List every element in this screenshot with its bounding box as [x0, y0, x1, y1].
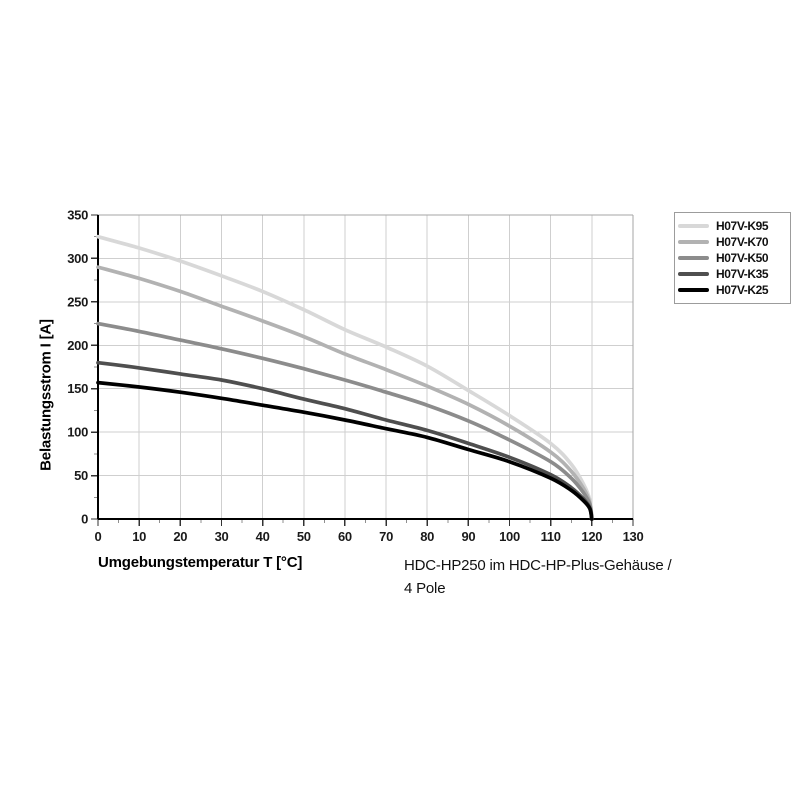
svg-text:120: 120 [581, 529, 602, 544]
svg-text:40: 40 [256, 529, 270, 544]
legend-entry: H07V-K95 [678, 218, 786, 234]
svg-text:50: 50 [297, 529, 311, 544]
curve-H07V-K50 [96, 321, 594, 521]
svg-text:300: 300 [67, 251, 88, 266]
legend-swatch-line [678, 288, 709, 292]
svg-text:130: 130 [623, 529, 644, 544]
curve-H07V-K25 [96, 380, 594, 521]
curve-H07V-K70 [96, 265, 594, 521]
legend-entry: H07V-K35 [678, 266, 786, 282]
svg-text:60: 60 [338, 529, 352, 544]
legend: H07V-K95 H07V-K70 H07V-K50 H07V-K35 H07V-K25 [674, 212, 791, 304]
plot-frame [98, 214, 634, 519]
svg-text:100: 100 [67, 425, 88, 440]
svg-text:350: 350 [67, 208, 88, 223]
axis-ticks [91, 214, 634, 526]
y-axis-title: Belastungsstrom I [A] [37, 319, 55, 471]
chart-caption: HDC-HP250 im HDC-HP-Plus-Gehäuse / 4 Pol… [404, 554, 672, 600]
legend-swatch-line [678, 240, 709, 244]
legend-entry: H07V-K50 [678, 250, 786, 266]
legend-label: H07V-K70 [716, 235, 769, 249]
x-axis-title: Umgebungstemperatur T [°C] [98, 554, 303, 571]
tick-labels: 0 10 20 30 40 50 60 70 80 90 100 110 120 130 0 50 100 150… [67, 208, 644, 545]
svg-text:30: 30 [215, 529, 229, 544]
legend-label: H07V-K50 [716, 251, 769, 265]
svg-text:0: 0 [95, 529, 102, 544]
legend-swatch-line [678, 272, 709, 276]
svg-text:250: 250 [67, 294, 88, 309]
legend-entry: H07V-K70 [678, 234, 786, 250]
legend-label: H07V-K25 [716, 283, 769, 297]
svg-text:0: 0 [81, 512, 88, 527]
svg-text:150: 150 [67, 381, 88, 396]
svg-text:110: 110 [541, 529, 561, 544]
caption-line-2: 4 Pole [404, 580, 446, 597]
svg-text:10: 10 [132, 529, 146, 544]
svg-text:20: 20 [173, 529, 187, 544]
legend-swatch-line [678, 224, 709, 228]
curve-H07V-K95 [96, 234, 594, 521]
svg-text:80: 80 [420, 529, 434, 544]
svg-text:50: 50 [74, 468, 88, 483]
legend-entry: H07V-K25 [678, 282, 786, 298]
svg-text:90: 90 [461, 529, 475, 544]
svg-text:100: 100 [499, 529, 520, 544]
series-curves [96, 234, 594, 521]
legend-swatch-line [678, 256, 709, 260]
legend-label: H07V-K95 [716, 219, 769, 233]
caption-line-1: HDC-HP250 im HDC-HP-Plus-Gehäuse / [404, 557, 672, 574]
legend-label: H07V-K35 [716, 267, 769, 281]
svg-text:200: 200 [67, 338, 88, 353]
svg-text:70: 70 [379, 529, 393, 544]
